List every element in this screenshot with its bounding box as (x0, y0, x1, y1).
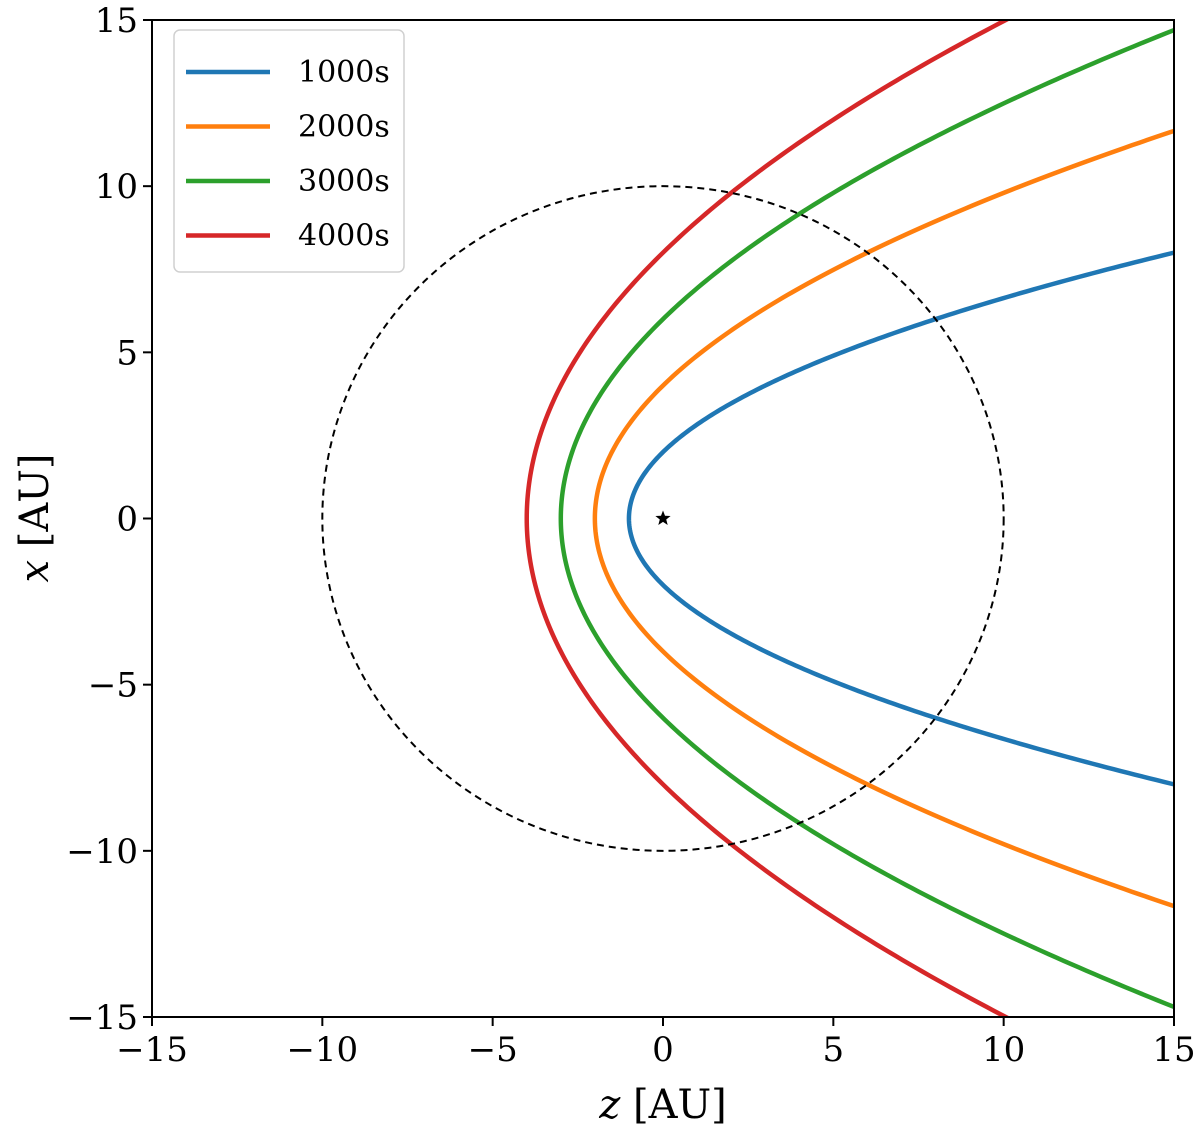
y-tick-label: 10 (95, 167, 138, 207)
series-group (524, 20, 1174, 1017)
series-line-2000s (592, 128, 1174, 909)
legend-box (173, 29, 405, 273)
y-axis-label: x [AU] (12, 453, 58, 582)
series-line-3000s (558, 27, 1174, 1010)
x-tick-label: 0 (652, 1030, 674, 1070)
annotations-group (321, 185, 1005, 852)
y-tick-label: 0 (116, 500, 138, 540)
x-tick-label: −10 (286, 1030, 358, 1070)
y-tick-label: 5 (116, 333, 138, 373)
y-tick-label: −15 (66, 998, 138, 1038)
x-tick-label: −5 (468, 1030, 518, 1070)
y-tick-label: 15 (95, 1, 138, 41)
x-tick-label: −15 (116, 1030, 188, 1070)
reference-circle (321, 185, 1005, 852)
series-line-4000s (524, 20, 1011, 1017)
x-tick-label: 10 (982, 1030, 1025, 1070)
legend-label-3000s: 3000s (298, 164, 390, 199)
legend: 1000s 2000s 3000s 4000s (173, 29, 405, 273)
y-tick-label: −10 (66, 832, 138, 872)
y-tick-label: −5 (88, 666, 138, 706)
x-tick-label: 15 (1152, 1030, 1195, 1070)
legend-label-1000s: 1000s (298, 55, 390, 90)
ticks-group: −15 −10 −5 0 5 10 15 −15 −10 −5 0 5 10 15 (66, 1, 1195, 1070)
x-tick-label: 5 (823, 1030, 845, 1070)
star-marker (655, 510, 671, 525)
series-line-1000s (626, 250, 1174, 787)
x-axis-label: z [AU] (598, 1082, 727, 1128)
legend-label-4000s: 4000s (298, 219, 390, 254)
legend-label-2000s: 2000s (298, 110, 390, 145)
